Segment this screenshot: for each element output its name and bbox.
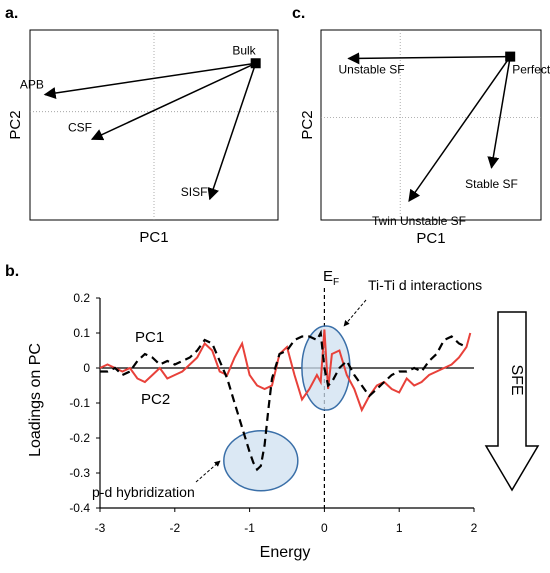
panel-a: APB CSF SISF Bulk PC1 PC2: [7, 29, 279, 246]
panel-a-vector-apb: [43, 62, 256, 99]
panel-a-vector-label: APB: [20, 78, 44, 92]
sfe-label: SFE: [508, 364, 525, 395]
panel-a-origin-marker: [250, 58, 261, 69]
x-tick-label: -1: [244, 521, 255, 535]
ti-ti-arrow: [343, 299, 367, 327]
panel-a-vector-label: CSF: [68, 120, 92, 134]
panel-c-ylabel: PC2: [299, 110, 316, 139]
x-tick-label: 1: [396, 521, 403, 535]
series-pc2-label: PC2: [141, 391, 170, 408]
y-tick-label: 0.1: [73, 326, 90, 340]
panel-c-origin-label: Perfect: [512, 63, 550, 77]
panel-label-c: c.: [292, 5, 305, 22]
panel-a-vector-csf: [90, 62, 256, 141]
panel-a-vector-sisf: [207, 63, 257, 201]
series-pc2-line: [99, 329, 472, 413]
panel-c-vector-twin-unstable-sf: [408, 56, 511, 202]
panel-c-xlabel: PC1: [416, 230, 445, 247]
panel-c-vector-label: Unstable SF: [339, 63, 405, 77]
panel-a-vector-label: SISF: [181, 185, 208, 199]
pd-annotation: p-d hybridization: [92, 484, 195, 500]
panel-c-origin-marker: [505, 51, 516, 62]
panel-label-a: a.: [5, 5, 18, 22]
panel-label-b: b.: [5, 263, 19, 280]
x-tick-label: -2: [169, 521, 180, 535]
y-tick-label: 0: [83, 361, 90, 375]
fermi-label: EF: [323, 268, 339, 288]
pd-highlight-ellipse: [223, 430, 299, 492]
panel-c: Unstable SF Stable SF Twin Unstable SF Perf…: [299, 29, 550, 247]
panel-a-origin-label: Bulk: [232, 43, 256, 57]
panel-b-y-ticks: 0.2 0.1 0 -0.1 -0.2 -0.3 -0.4: [69, 291, 100, 515]
y-tick-label: -0.1: [69, 396, 90, 410]
panel-b-xlabel: Energy: [260, 544, 311, 561]
panel-a-xlabel: PC1: [139, 229, 168, 246]
panel-c-vectors: Unstable SF Stable SF Twin Unstable SF Perf…: [339, 51, 550, 228]
ti-ti-annotation: Ti-Ti d interactions: [368, 277, 482, 293]
panel-b-x-ticks: -3 -2 -1 0 1 2: [95, 508, 478, 535]
y-tick-label: -0.2: [69, 431, 90, 445]
panel-a-ylabel: PC2: [7, 110, 24, 139]
pd-arrow: [195, 460, 221, 483]
x-tick-label: 0: [321, 521, 328, 535]
panel-c-vector-stable-sf: [487, 56, 511, 169]
series-pc1-label: PC1: [135, 329, 164, 346]
panel-b: 0.2 0.1 0 -0.1 -0.2 -0.3 -0.4 -3 -2 -1 0 1 2 PC1 PC…: [27, 268, 540, 561]
y-tick-label: -0.3: [69, 466, 90, 480]
panel-c-vector-label: Twin Unstable SF: [372, 214, 466, 228]
series-pc1-line: [100, 329, 467, 472]
panel-c-vector-label: Stable SF: [465, 177, 518, 191]
x-tick-label: 2: [471, 521, 478, 535]
y-tick-label: -0.4: [69, 501, 90, 515]
panel-b-ylabel: Loadings on PC: [27, 343, 44, 457]
panel-c-vector-unstable-sf: [347, 52, 511, 65]
x-tick-label: -3: [95, 521, 106, 535]
panel-c-frame: [320, 29, 542, 221]
panel-a-vectors: APB CSF SISF Bulk: [20, 43, 261, 201]
y-tick-label: 0.2: [73, 291, 90, 305]
sfe-arrow: [484, 311, 540, 492]
